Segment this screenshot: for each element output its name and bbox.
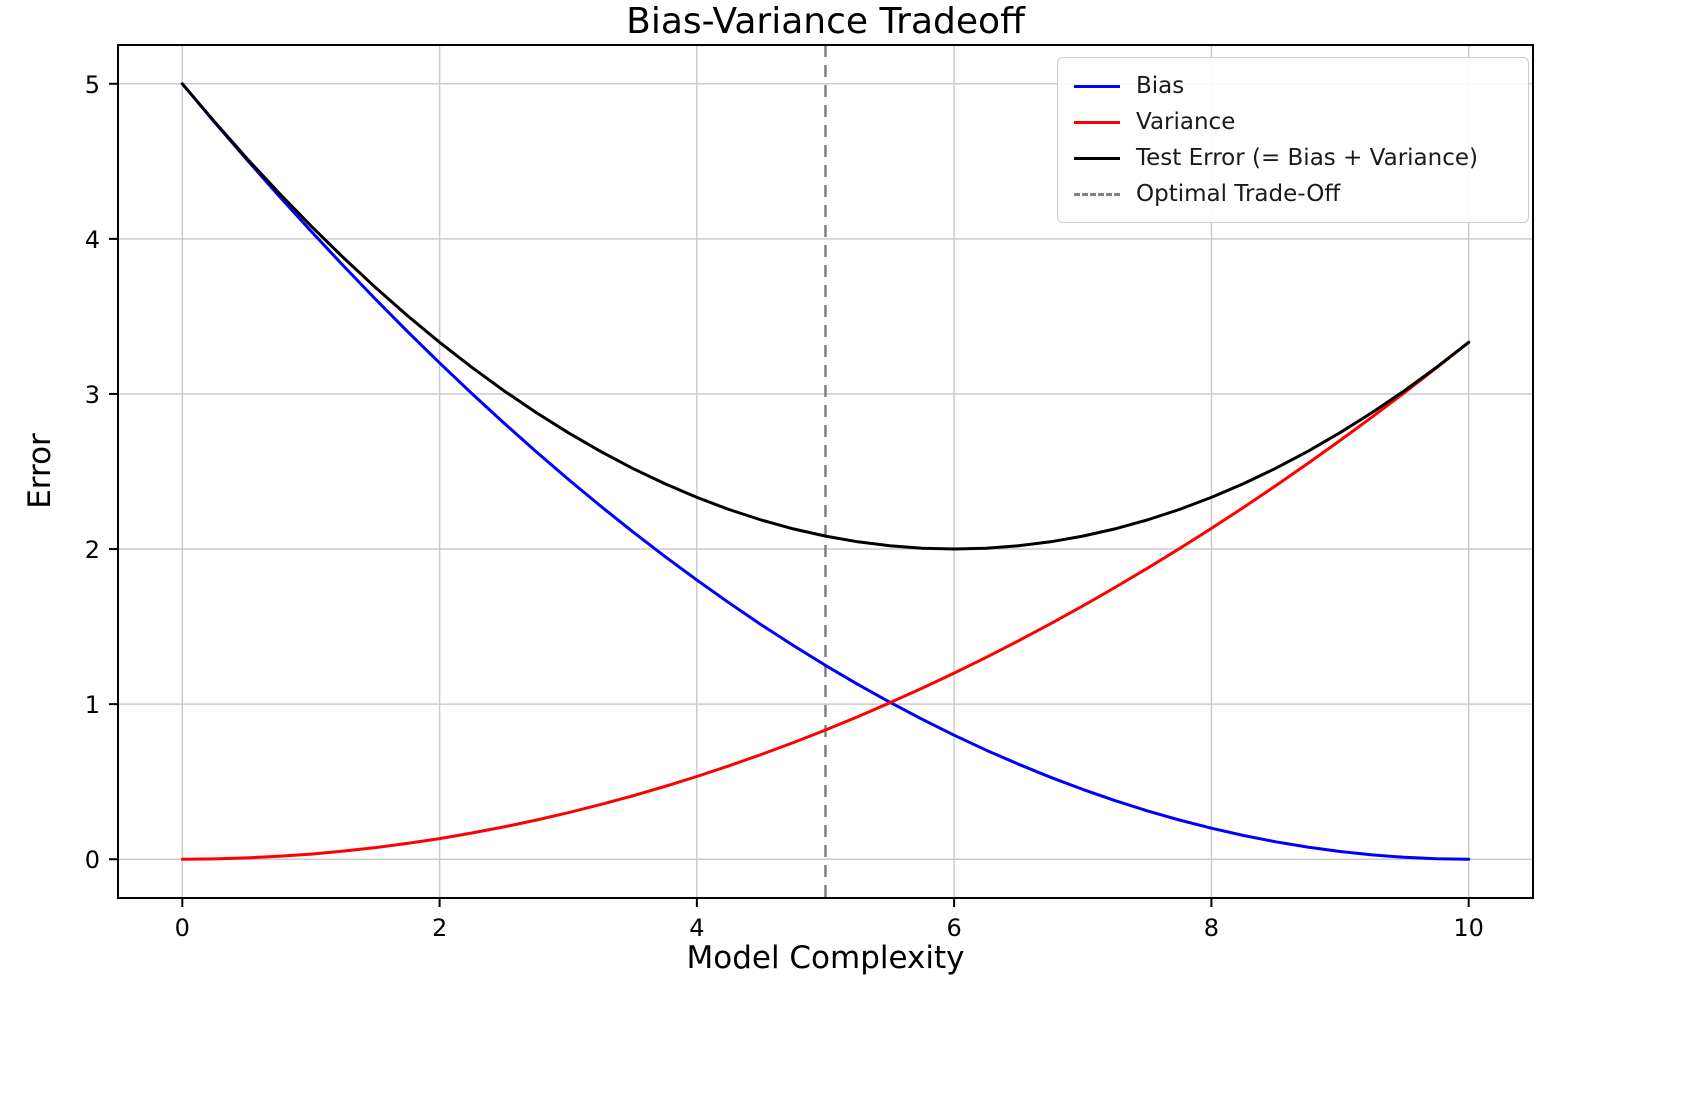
- legend: Bias Variance Test Error (= Bias + Varianc…: [1057, 57, 1529, 223]
- x-tick-label: 2: [432, 914, 447, 942]
- y-tick-label: 4: [85, 226, 100, 254]
- x-tick-label: 6: [946, 914, 961, 942]
- legend-entry: Bias: [1058, 68, 1528, 104]
- legend-entry-label: Variance: [1136, 109, 1236, 135]
- legend-line-sample: [1074, 192, 1120, 196]
- chart-title: Bias-Variance Tradeoff: [626, 1, 1025, 42]
- x-axis-label: Model Complexity: [686, 940, 965, 976]
- axes-box: [117, 44, 1534, 899]
- legend-entry: Test Error (= Bias + Variance): [1058, 140, 1528, 176]
- series-test-error-bias-variance: [180, 82, 1471, 551]
- series-bias: [180, 82, 1471, 861]
- legend-entry-label: Bias: [1136, 73, 1185, 99]
- y-tick-label: 1: [85, 691, 100, 719]
- y-tick-label: 5: [85, 71, 100, 99]
- legend-line-sample: [1074, 120, 1120, 124]
- series-variance: [180, 340, 1471, 861]
- legend-entry: Variance: [1058, 104, 1528, 140]
- x-tick-label: 10: [1453, 914, 1484, 942]
- x-tick-label: 0: [175, 914, 190, 942]
- legend-entry-label: Test Error (= Bias + Variance): [1136, 145, 1479, 171]
- y-tick-label: 2: [85, 536, 100, 564]
- legend-entry-label: Optimal Trade-Off: [1136, 181, 1341, 207]
- legend-line-sample: [1074, 84, 1120, 88]
- legend-line-sample: [1074, 156, 1120, 160]
- y-axis-label: Error: [22, 433, 58, 509]
- y-tick-label: 0: [85, 846, 100, 874]
- legend-entry: Optimal Trade-Off: [1058, 176, 1528, 212]
- x-tick-label: 4: [689, 914, 704, 942]
- y-tick-label: 3: [85, 381, 100, 409]
- x-tick-label: 8: [1204, 914, 1219, 942]
